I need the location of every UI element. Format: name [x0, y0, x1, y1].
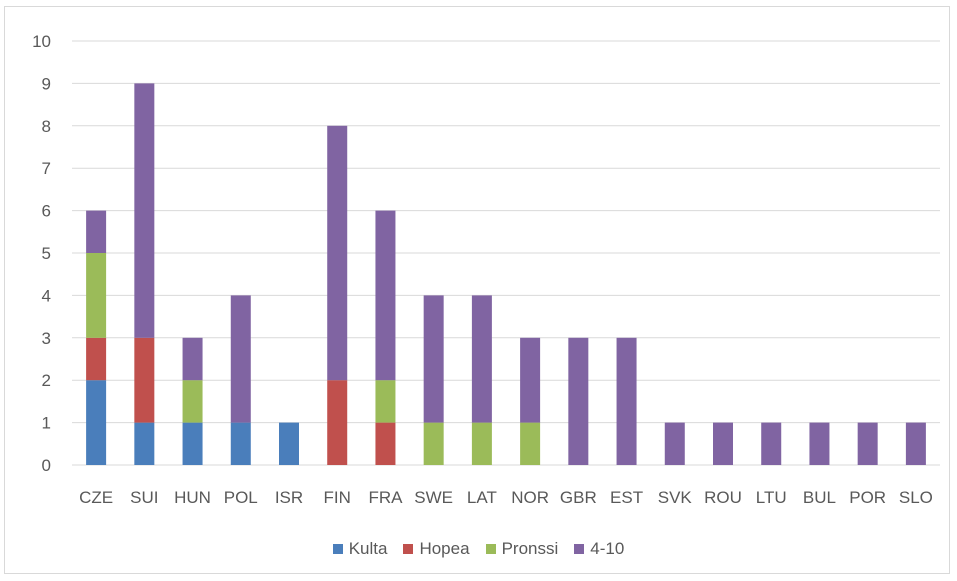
legend-label: Pronssi	[501, 539, 559, 558]
x-tick-label: SVK	[658, 488, 693, 507]
y-tick-label: 1	[42, 414, 51, 433]
x-tick-label: POL	[224, 488, 258, 507]
legend-label: 4-10	[590, 539, 625, 558]
x-tick-label: LTU	[756, 488, 787, 507]
bar-segment	[664, 422, 685, 465]
y-tick-label: 6	[42, 202, 51, 221]
x-tick-label: FIN	[324, 488, 351, 507]
x-tick-label: CZE	[79, 488, 113, 507]
y-tick-label: 9	[42, 74, 51, 93]
bar-segment	[471, 422, 492, 465]
y-tick-label: 4	[42, 286, 51, 305]
legend-item: Pronssi	[485, 539, 559, 559]
bar-segment	[520, 337, 541, 423]
bar-segment	[230, 422, 251, 465]
x-tick-label: FRA	[368, 488, 403, 507]
y-axis-tick-labels: 0 1 2 3 4 5 6 7 8 9 10	[32, 32, 51, 475]
bar-segment	[809, 422, 830, 465]
bar-segment	[423, 295, 444, 423]
x-tick-label: SUI	[130, 488, 158, 507]
legend-swatch	[485, 544, 496, 554]
x-tick-label: ISR	[275, 488, 303, 507]
legend-swatch	[574, 544, 585, 554]
legend-swatch	[332, 544, 343, 554]
x-tick-label: BUL	[803, 488, 836, 507]
gridlines	[72, 40, 940, 466]
legend-label: Kulta	[348, 539, 388, 558]
bar-segment	[713, 422, 733, 465]
bar-segment	[182, 422, 203, 465]
bar-segment	[134, 422, 155, 465]
bar-segment	[134, 83, 155, 338]
bar-segment	[375, 422, 396, 465]
bar-segment	[375, 210, 396, 381]
bar-segment	[568, 337, 589, 465]
y-tick-label: 0	[42, 456, 51, 475]
x-axis-tick-labels: CZE SUI HUN POL ISR FIN FRA SWE LAT NOR GBR EST SVK R…	[79, 488, 933, 507]
legend-item: Hopea	[403, 539, 470, 559]
x-tick-label: ROU	[704, 488, 742, 507]
chart-frame	[4, 6, 950, 574]
bar-segment	[327, 125, 348, 381]
bar-segment	[279, 422, 299, 465]
bar-segment	[375, 380, 396, 423]
y-tick-label: 10	[32, 32, 51, 51]
bar-segment	[761, 422, 782, 465]
x-tick-label: NOR	[511, 488, 549, 507]
legend-label: Hopea	[419, 539, 470, 558]
bar-segment	[857, 422, 878, 465]
legend-item: Kulta	[332, 539, 388, 559]
bar-segment	[905, 422, 926, 465]
bar-segment	[86, 337, 107, 381]
legend-item: 4-10	[574, 539, 624, 559]
y-tick-label: 3	[42, 329, 51, 348]
bar-segment	[86, 253, 107, 338]
bar-segment	[86, 210, 107, 253]
x-tick-label: LAT	[467, 488, 497, 507]
y-tick-label: 2	[42, 371, 51, 390]
bar-segment	[520, 422, 541, 465]
bar-segment	[182, 380, 203, 423]
bar-segment	[423, 422, 444, 465]
bar-segment	[616, 337, 637, 465]
x-tick-label: SWE	[414, 488, 453, 507]
bars	[86, 83, 926, 465]
bar-segment	[134, 337, 155, 423]
x-tick-label: EST	[610, 488, 643, 507]
x-tick-label: POR	[849, 488, 886, 507]
bar-segment	[182, 337, 203, 381]
y-tick-label: 7	[42, 159, 51, 178]
y-tick-label: 8	[42, 117, 51, 136]
bar-segment	[86, 380, 107, 465]
x-tick-label: SLO	[899, 488, 933, 507]
legend: Kulta Hopea Pronssi 4-10	[0, 534, 957, 564]
y-tick-label: 5	[42, 244, 51, 263]
bar-segment	[327, 380, 348, 465]
x-tick-label: GBR	[560, 488, 597, 507]
bar-segment	[471, 295, 492, 423]
x-tick-label: HUN	[174, 488, 211, 507]
bar-segment	[230, 295, 251, 423]
legend-swatch	[403, 544, 414, 554]
